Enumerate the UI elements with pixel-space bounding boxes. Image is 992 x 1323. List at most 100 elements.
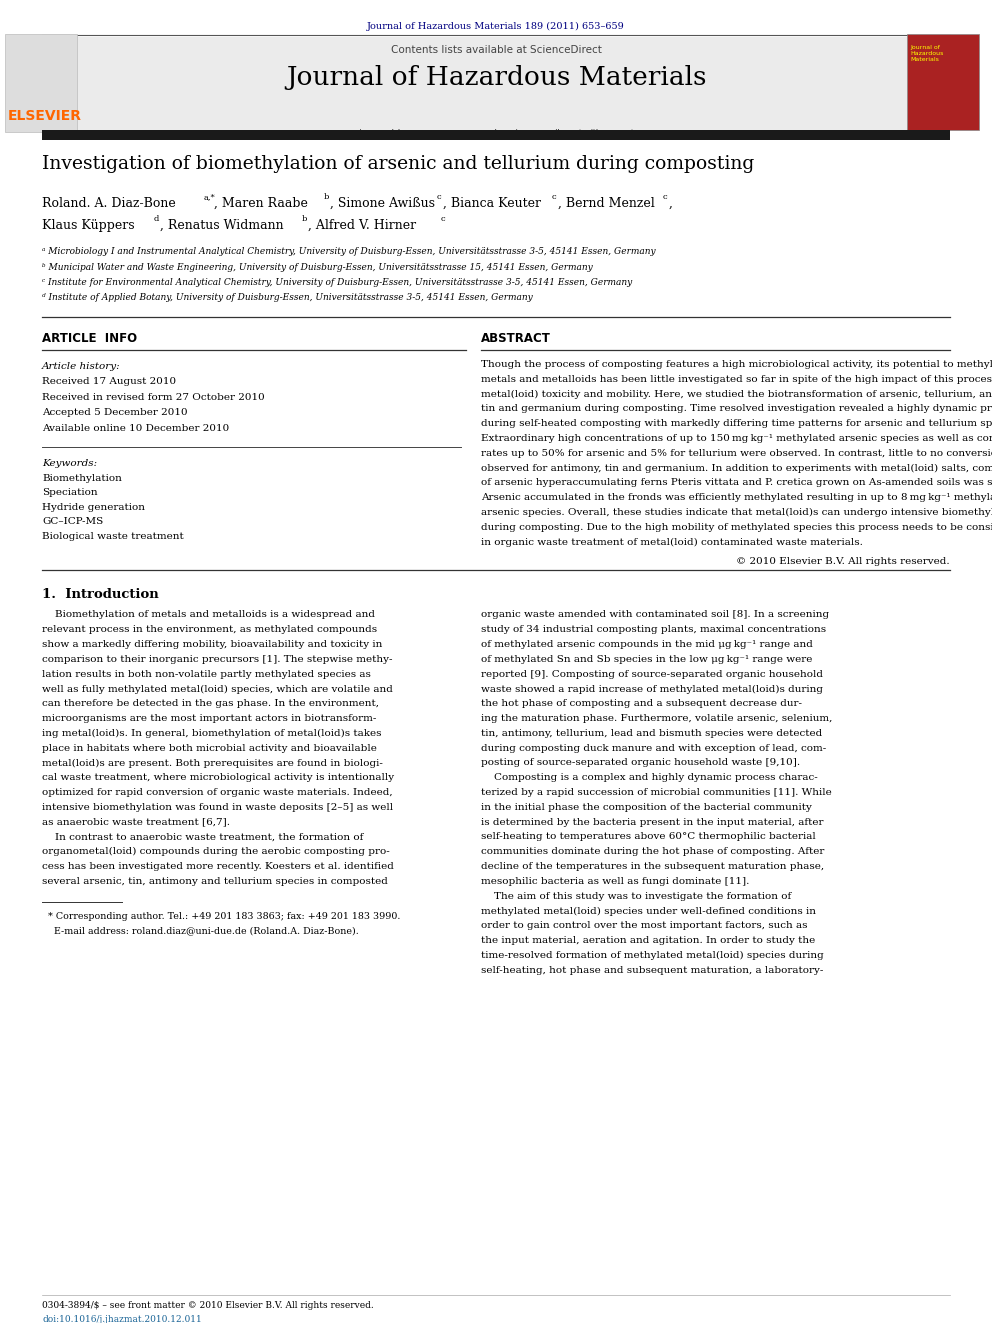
Text: Article history:: Article history:: [42, 363, 121, 370]
Text: metal(loid) toxicity and mobility. Here, we studied the biotransformation of ars: metal(loid) toxicity and mobility. Here,…: [481, 389, 992, 398]
Text: Investigation of biomethylation of arsenic and tellurium during composting: Investigation of biomethylation of arsen…: [42, 155, 754, 173]
Text: E-mail address: roland.diaz@uni-due.de (Roland.A. Diaz-Bone).: E-mail address: roland.diaz@uni-due.de (…: [42, 926, 359, 935]
Text: The aim of this study was to investigate the formation of: The aim of this study was to investigate…: [481, 892, 792, 901]
Text: the hot phase of composting and a subsequent decrease dur-: the hot phase of composting and a subseq…: [481, 699, 802, 708]
Text: time-resolved formation of methylated metal(loid) species during: time-resolved formation of methylated me…: [481, 951, 823, 960]
Text: intensive biomethylation was found in waste deposits [2–5] as well: intensive biomethylation was found in wa…: [42, 803, 393, 812]
Text: methylated metal(loid) species under well-defined conditions in: methylated metal(loid) species under wel…: [481, 906, 816, 916]
Bar: [42, 130, 950, 140]
Text: well as fully methylated metal(loid) species, which are volatile and: well as fully methylated metal(loid) spe…: [42, 684, 393, 693]
Text: Received 17 August 2010: Received 17 August 2010: [42, 377, 177, 386]
Text: a,*: a,*: [204, 193, 215, 201]
Bar: [907, 34, 979, 130]
Text: during composting duck manure and with exception of lead, com-: during composting duck manure and with e…: [481, 744, 826, 753]
Text: of methylated Sn and Sb species in the low μg kg⁻¹ range were: of methylated Sn and Sb species in the l…: [481, 655, 812, 664]
Text: relevant process in the environment, as methylated compounds: relevant process in the environment, as …: [42, 626, 377, 634]
Text: comparison to their inorganic precursors [1]. The stepwise methy-: comparison to their inorganic precursors…: [42, 655, 393, 664]
Text: c: c: [441, 216, 445, 224]
Text: Available online 10 December 2010: Available online 10 December 2010: [42, 423, 229, 433]
Text: Though the process of composting features a high microbiological activity, its p: Though the process of composting feature…: [481, 360, 992, 369]
Text: of arsenic hyperaccumulating ferns Pteris vittata and P. cretica grown on As-ame: of arsenic hyperaccumulating ferns Pteri…: [481, 479, 992, 487]
Text: Accepted 5 December 2010: Accepted 5 December 2010: [42, 409, 187, 418]
Text: © 2010 Elsevier B.V. All rights reserved.: © 2010 Elsevier B.V. All rights reserved…: [736, 557, 950, 566]
Text: Journal of Hazardous Materials: Journal of Hazardous Materials: [286, 65, 706, 90]
Text: , Alfred V. Hirner: , Alfred V. Hirner: [308, 220, 416, 232]
Text: study of 34 industrial composting plants, maximal concentrations: study of 34 industrial composting plants…: [481, 626, 826, 634]
Text: optimized for rapid conversion of organic waste materials. Indeed,: optimized for rapid conversion of organi…: [42, 789, 393, 796]
Bar: [5, 34, 77, 132]
Text: ᶜ Institute for Environmental Analytical Chemistry, University of Duisburg-Essen: ᶜ Institute for Environmental Analytical…: [42, 278, 632, 287]
Bar: [42, 37, 950, 130]
Text: during composting. Due to the high mobility of methylated species this process n: during composting. Due to the high mobil…: [481, 523, 992, 532]
Text: c: c: [437, 193, 441, 201]
Text: b: b: [302, 216, 308, 224]
Text: observed for antimony, tin and germanium. In addition to experiments with metal(: observed for antimony, tin and germanium…: [481, 463, 992, 472]
Text: Extraordinary high concentrations of up to 150 mg kg⁻¹ methylated arsenic specie: Extraordinary high concentrations of up …: [481, 434, 992, 443]
Text: Biomethylation of metals and metalloids is a widespread and: Biomethylation of metals and metalloids …: [42, 610, 375, 619]
Text: place in habitats where both microbial activity and bioavailable: place in habitats where both microbial a…: [42, 744, 377, 753]
Text: , Bernd Menzel: , Bernd Menzel: [558, 197, 655, 210]
Text: Biological waste treatment: Biological waste treatment: [42, 532, 184, 541]
Text: during self-heated composting with markedly differing time patterns for arsenic : during self-heated composting with marke…: [481, 419, 992, 429]
Text: , Simone Awißus: , Simone Awißus: [330, 197, 435, 210]
Text: metal(loid)s are present. Both prerequisites are found in biologi-: metal(loid)s are present. Both prerequis…: [42, 758, 383, 767]
Text: 1.  Introduction: 1. Introduction: [42, 589, 159, 602]
Text: , Maren Raabe: , Maren Raabe: [214, 197, 308, 210]
Text: is determined by the bacteria present in the input material, after: is determined by the bacteria present in…: [481, 818, 823, 827]
Text: in the initial phase the composition of the bacterial community: in the initial phase the composition of …: [481, 803, 811, 812]
Text: Speciation: Speciation: [42, 488, 97, 497]
Text: journal homepage: www.elsevier.com/locate/jhazmat: journal homepage: www.elsevier.com/locat…: [358, 130, 634, 139]
Text: posting of source-separated organic household waste [9,10].: posting of source-separated organic hous…: [481, 758, 801, 767]
Text: self-heating, hot phase and subsequent maturation, a laboratory-: self-heating, hot phase and subsequent m…: [481, 966, 823, 975]
Text: ARTICLE  INFO: ARTICLE INFO: [42, 332, 137, 345]
Text: mesophilic bacteria as well as fungi dominate [11].: mesophilic bacteria as well as fungi dom…: [481, 877, 749, 886]
Text: reported [9]. Composting of source-separated organic household: reported [9]. Composting of source-separ…: [481, 669, 823, 679]
Text: ᵃ Microbiology I and Instrumental Analytical Chemistry, University of Duisburg-E: ᵃ Microbiology I and Instrumental Analyt…: [42, 247, 656, 255]
Text: rates up to 50% for arsenic and 5% for tellurium were observed. In contrast, lit: rates up to 50% for arsenic and 5% for t…: [481, 448, 992, 458]
Text: terized by a rapid succession of microbial communities [11]. While: terized by a rapid succession of microbi…: [481, 789, 831, 796]
Text: ing metal(loid)s. In general, biomethylation of metal(loid)s takes: ing metal(loid)s. In general, biomethyla…: [42, 729, 382, 738]
Text: of methylated arsenic compounds in the mid μg kg⁻¹ range and: of methylated arsenic compounds in the m…: [481, 640, 812, 650]
Text: microorganisms are the most important actors in biotransform-: microorganisms are the most important ac…: [42, 714, 376, 722]
Text: self-heating to temperatures above 60°C thermophilic bacterial: self-heating to temperatures above 60°C …: [481, 832, 815, 841]
Text: ing the maturation phase. Furthermore, volatile arsenic, selenium,: ing the maturation phase. Furthermore, v…: [481, 714, 832, 722]
Text: decline of the temperatures in the subsequent maturation phase,: decline of the temperatures in the subse…: [481, 863, 824, 871]
Text: GC–ICP-MS: GC–ICP-MS: [42, 517, 103, 527]
Text: Composting is a complex and highly dynamic process charac-: Composting is a complex and highly dynam…: [481, 773, 817, 782]
Text: tin and germanium during composting. Time resolved investigation revealed a high: tin and germanium during composting. Tim…: [481, 405, 992, 413]
Text: Contents lists available at ScienceDirect: Contents lists available at ScienceDirec…: [391, 45, 601, 56]
Text: Roland. A. Diaz-Bone: Roland. A. Diaz-Bone: [42, 197, 176, 210]
Text: cess has been investigated more recently. Koesters et al. identified: cess has been investigated more recently…: [42, 863, 394, 871]
Text: ᵇ Municipal Water and Waste Engineering, University of Duisburg-Essen, Universit: ᵇ Municipal Water and Waste Engineering,…: [42, 262, 593, 271]
Text: c: c: [663, 193, 668, 201]
Text: Journal of
Hazardous
Materials: Journal of Hazardous Materials: [910, 45, 943, 62]
Text: 0304-3894/$ – see front matter © 2010 Elsevier B.V. All rights reserved.: 0304-3894/$ – see front matter © 2010 El…: [42, 1301, 374, 1310]
Text: arsenic species. Overall, these studies indicate that metal(loid)s can undergo i: arsenic species. Overall, these studies …: [481, 508, 992, 517]
Text: tin, antimony, tellurium, lead and bismuth species were detected: tin, antimony, tellurium, lead and bismu…: [481, 729, 822, 738]
Text: lation results in both non-volatile partly methylated species as: lation results in both non-volatile part…: [42, 669, 371, 679]
Text: Biomethylation: Biomethylation: [42, 474, 122, 483]
Text: Journal of Hazardous Materials 189 (2011) 653–659: Journal of Hazardous Materials 189 (2011…: [367, 22, 625, 32]
Text: , Bianca Keuter: , Bianca Keuter: [443, 197, 541, 210]
Text: ABSTRACT: ABSTRACT: [481, 332, 551, 345]
Text: organometal(loid) compounds during the aerobic composting pro-: organometal(loid) compounds during the a…: [42, 847, 390, 856]
Text: d: d: [154, 216, 160, 224]
Text: can therefore be detected in the gas phase. In the environment,: can therefore be detected in the gas pha…: [42, 699, 379, 708]
Text: In contrast to anaerobic waste treatment, the formation of: In contrast to anaerobic waste treatment…: [42, 832, 363, 841]
Text: ELSEVIER: ELSEVIER: [8, 108, 82, 123]
Text: communities dominate during the hot phase of composting. After: communities dominate during the hot phas…: [481, 847, 824, 856]
Text: ,: ,: [669, 197, 673, 210]
Text: in organic waste treatment of metal(loid) contaminated waste materials.: in organic waste treatment of metal(loid…: [481, 537, 863, 546]
Text: ᵈ Institute of Applied Botany, University of Duisburg-Essen, Universitätsstrasse: ᵈ Institute of Applied Botany, Universit…: [42, 294, 533, 303]
Text: show a markedly differing mobility, bioavailability and toxicity in: show a markedly differing mobility, bioa…: [42, 640, 382, 650]
Text: doi:10.1016/j.jhazmat.2010.12.011: doi:10.1016/j.jhazmat.2010.12.011: [42, 1315, 201, 1323]
Text: Hydride generation: Hydride generation: [42, 503, 145, 512]
Text: cal waste treatment, where microbiological activity is intentionally: cal waste treatment, where microbiologic…: [42, 773, 394, 782]
Text: several arsenic, tin, antimony and tellurium species in composted: several arsenic, tin, antimony and tellu…: [42, 877, 388, 886]
Text: organic waste amended with contaminated soil [8]. In a screening: organic waste amended with contaminated …: [481, 610, 829, 619]
Text: Arsenic accumulated in the fronds was efficiently methylated resulting in up to : Arsenic accumulated in the fronds was ef…: [481, 493, 992, 503]
Text: waste showed a rapid increase of methylated metal(loid)s during: waste showed a rapid increase of methyla…: [481, 684, 823, 693]
Text: , Renatus Widmann: , Renatus Widmann: [160, 220, 284, 232]
Text: metals and metalloids has been little investigated so far in spite of the high i: metals and metalloids has been little in…: [481, 374, 992, 384]
Text: c: c: [552, 193, 557, 201]
